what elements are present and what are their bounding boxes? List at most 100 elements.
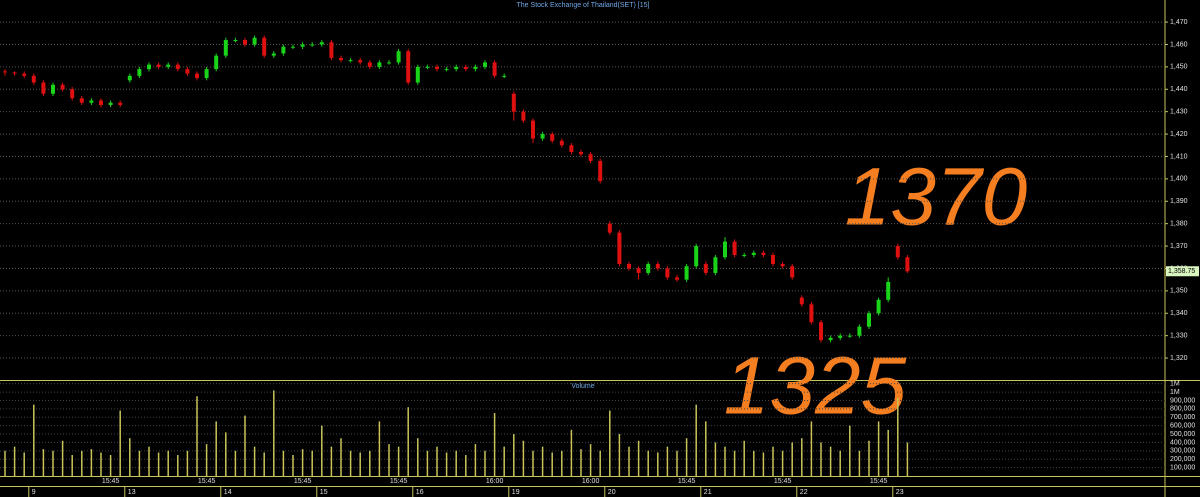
annotation: 1370 — [845, 152, 1027, 243]
x-time-label: 15:45 — [102, 478, 120, 485]
candle-body — [127, 75, 132, 81]
y2-tick-label: 900,000 — [1170, 397, 1195, 404]
candle-body — [319, 42, 324, 45]
x-date-label: 16 — [416, 489, 424, 496]
candle-body — [3, 71, 7, 73]
y-tick-label: 1,400 — [1170, 176, 1188, 183]
x-date-label: 14 — [224, 489, 232, 496]
candle-body — [463, 66, 468, 70]
candle-body — [271, 53, 276, 56]
x-time-label: 15:45 — [294, 478, 312, 485]
candle-body — [252, 37, 257, 45]
candle-body — [780, 263, 785, 267]
x-date-label: 21 — [704, 489, 712, 496]
candle-body — [675, 277, 679, 280]
candle-body — [70, 89, 75, 99]
candle-body — [559, 140, 564, 146]
candle-body — [857, 326, 862, 336]
candle-body — [483, 62, 487, 67]
candle-body — [41, 82, 46, 94]
y-tick-label: 1,410 — [1170, 153, 1188, 160]
y-tick-label: 1,350 — [1170, 288, 1188, 295]
last-price-label: 1,358.75 — [1168, 268, 1195, 275]
candle-body — [291, 46, 295, 48]
candle-body — [195, 73, 199, 79]
x-date-label: 19 — [512, 489, 520, 496]
candle-body — [579, 151, 583, 155]
candle-body — [684, 266, 689, 280]
candle-body — [348, 60, 353, 62]
y-tick-label: 1,460 — [1170, 41, 1188, 48]
candle-body — [588, 154, 593, 161]
candle-body — [329, 42, 334, 58]
candle-body — [281, 46, 286, 54]
y-tick-label: 1,450 — [1170, 64, 1188, 71]
candle-body — [425, 66, 430, 68]
candle-body — [723, 241, 727, 258]
y2-tick-label: 200,000 — [1170, 456, 1195, 463]
candle-body — [262, 37, 267, 56]
candle-body — [454, 66, 459, 70]
candle-body — [444, 69, 449, 71]
y2-tick-label: 600,000 — [1170, 422, 1195, 429]
candle-body — [22, 73, 27, 76]
candle-body — [550, 134, 555, 141]
candle-body — [703, 263, 708, 273]
candle-body — [531, 120, 535, 139]
y-tick-label: 1,470 — [1170, 19, 1188, 26]
y2-tick-label: 300,000 — [1170, 448, 1195, 455]
x-date-label: 22 — [800, 489, 808, 496]
candle-body — [867, 313, 871, 327]
candle-body — [99, 100, 103, 105]
candle-body — [339, 57, 343, 61]
y2-tick-label: 800,000 — [1170, 406, 1195, 413]
y2-tick-label: 700,000 — [1170, 414, 1195, 421]
candle-body — [204, 69, 209, 79]
candle-body — [473, 66, 478, 70]
y2-tick-label: 400,000 — [1170, 439, 1195, 446]
x-date-label: 15 — [320, 489, 328, 496]
annotation: 1325 — [724, 341, 907, 432]
candle-body — [147, 64, 151, 70]
candle-body — [607, 223, 612, 233]
candle-body — [79, 98, 84, 103]
candle-body — [511, 93, 516, 112]
candle-body — [214, 55, 219, 70]
x-date-label: 23 — [896, 489, 904, 496]
volume-title: Volume — [571, 383, 594, 390]
y2-tick-label: 500,000 — [1170, 431, 1195, 438]
candle-body — [819, 322, 823, 341]
candle-body — [895, 246, 900, 258]
candle-body — [502, 75, 507, 77]
x-date-label: 20 — [608, 489, 616, 496]
x-time-label: 15:45 — [774, 478, 792, 485]
candle-body — [598, 160, 603, 182]
candle-body — [396, 51, 401, 63]
candle-body — [799, 297, 804, 305]
y2-tick-label: 1M — [1170, 381, 1180, 388]
candle-body — [617, 232, 622, 264]
candle-body — [415, 66, 420, 83]
x-date-label: 9 — [32, 489, 36, 496]
candle-body — [185, 69, 190, 74]
candle-body — [406, 51, 411, 83]
candle-body — [137, 69, 142, 76]
candle-body — [12, 72, 17, 74]
candle-body — [847, 335, 852, 337]
candle-body — [790, 266, 795, 278]
candle-body — [233, 39, 238, 41]
candle-body — [761, 252, 766, 256]
candle-body — [742, 255, 747, 257]
candle-body — [828, 337, 833, 341]
candle-body — [655, 263, 660, 269]
candle-body — [569, 145, 574, 152]
candle-body — [118, 102, 123, 105]
candle-body — [175, 64, 180, 70]
candle-body — [646, 263, 651, 273]
candle-body — [377, 62, 382, 67]
candle-body — [492, 62, 497, 76]
candle-body — [310, 44, 315, 46]
candle-body — [300, 44, 305, 47]
